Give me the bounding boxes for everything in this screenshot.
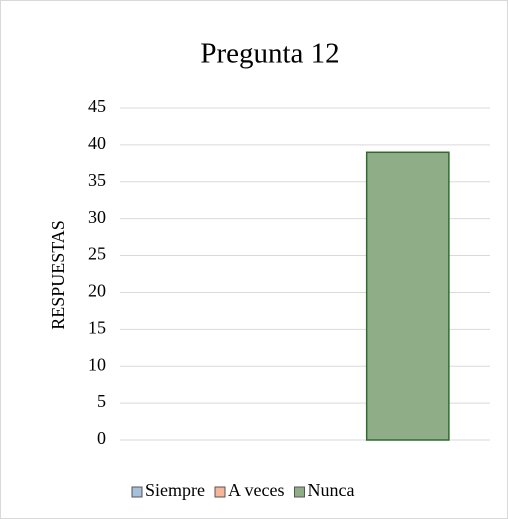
legend-label: A veces (228, 480, 284, 500)
y-tick-label: 40 (88, 133, 106, 153)
y-tick-label: 15 (88, 317, 106, 337)
y-tick-label: 5 (97, 391, 106, 411)
chart-title: Pregunta 12 (200, 38, 339, 70)
bar (365, 151, 450, 441)
legend-marker (293, 486, 305, 498)
y-axis-label: RESPUESTAS (48, 220, 68, 330)
y-tick-label: 10 (88, 354, 106, 374)
legend-marker (214, 486, 226, 498)
legend-marker (131, 486, 143, 498)
legend-label: Nunca (307, 480, 354, 500)
y-tick-label: 30 (88, 207, 106, 227)
legend-label: Siempre (145, 480, 205, 500)
y-tick-label: 25 (88, 244, 106, 264)
y-tick-label: 35 (88, 170, 106, 190)
y-tick-label: 45 (88, 96, 106, 116)
y-tick-label: 0 (97, 428, 106, 448)
y-tick-label: 20 (88, 281, 106, 301)
